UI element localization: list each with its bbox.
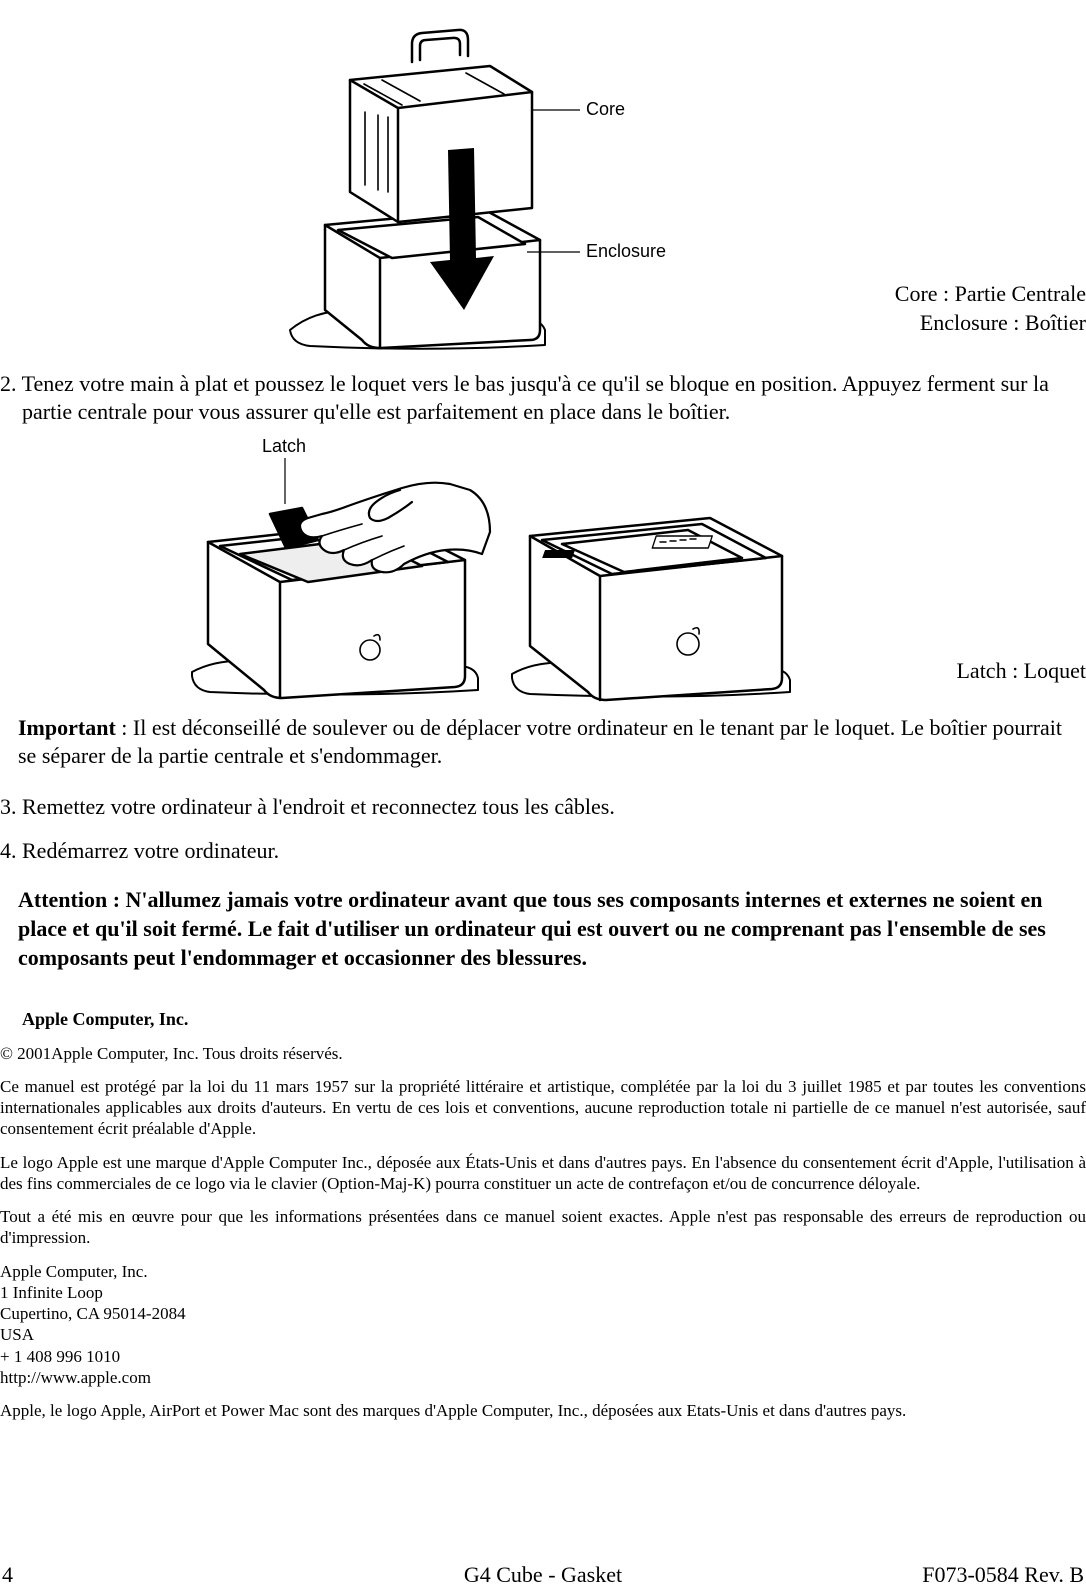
legal-copyright: © 2001Apple Computer, Inc. Tous droits r…	[0, 1043, 1086, 1064]
figure1-translation-core: Core : Partie Centrale	[895, 280, 1086, 309]
figure1-label-enclosure: Enclosure	[586, 241, 666, 261]
address-line-3: Cupertino, CA 95014-2084	[0, 1303, 1086, 1324]
figure1-translation-enclosure: Enclosure : Boîtier	[895, 309, 1086, 338]
figure-2-container: Latch	[0, 432, 1086, 712]
figure2-translation-latch: Latch : Loquet	[956, 658, 1086, 684]
figure-1-illustration: Core Enclosure	[280, 0, 680, 360]
step-3-number: 3.	[0, 794, 17, 819]
step-3-text: Remettez votre ordinateur à l'endroit et…	[22, 794, 615, 819]
address-line-6: http://www.apple.com	[0, 1367, 1086, 1388]
figure-1-container: Core Enclosure Core : Partie Centrale En…	[0, 0, 1086, 360]
legal-p4: Apple, le logo Apple, AirPort et Power M…	[0, 1400, 1086, 1421]
address-line-4: USA	[0, 1324, 1086, 1345]
step-2-number: 2.	[0, 371, 17, 396]
page-footer: 4 G4 Cube - Gasket F073-0584 Rev. B	[0, 1562, 1086, 1588]
address-line-5: + 1 408 996 1010	[0, 1346, 1086, 1367]
footer-title: G4 Cube - Gasket	[0, 1562, 1086, 1588]
important-text: : Il est déconseillé de soulever ou de d…	[18, 715, 1062, 768]
legal-company-heading: Apple Computer, Inc.	[0, 1008, 1086, 1031]
step-4-number: 4.	[0, 838, 17, 863]
legal-p3: Tout a été mis en œuvre pour que les inf…	[0, 1206, 1086, 1249]
figure-2-illustration: Latch	[190, 432, 810, 707]
figure1-label-core: Core	[586, 99, 625, 119]
step-4-text: Redémarrez votre ordinateur.	[22, 838, 279, 863]
attention-warning: Attention : N'allumez jamais votre ordin…	[0, 885, 1086, 972]
address-line-2: 1 Infinite Loop	[0, 1282, 1086, 1303]
legal-address: Apple Computer, Inc. 1 Infinite Loop Cup…	[0, 1261, 1086, 1389]
important-note: Important : Il est déconseillé de soulev…	[0, 714, 1086, 770]
legal-p1: Ce manuel est protégé par la loi du 11 m…	[0, 1076, 1086, 1140]
step-3: 3. Remettez votre ordinateur à l'endroit…	[0, 793, 1086, 821]
legal-p2: Le logo Apple est une marque d'Apple Com…	[0, 1152, 1086, 1195]
address-line-1: Apple Computer, Inc.	[0, 1261, 1086, 1282]
step-4: 4. Redémarrez votre ordinateur.	[0, 837, 1086, 865]
important-label: Important	[18, 715, 116, 740]
figure2-label-latch: Latch	[262, 436, 306, 456]
figure1-translation-block: Core : Partie Centrale Enclosure : Boîti…	[895, 280, 1086, 337]
step-2-text: Tenez votre main à plat et poussez le lo…	[22, 371, 1049, 424]
document-page: Core Enclosure Core : Partie Centrale En…	[0, 0, 1086, 1594]
legal-section: Apple Computer, Inc. © 2001Apple Compute…	[0, 1008, 1086, 1421]
step-2: 2. Tenez votre main à plat et poussez le…	[0, 370, 1086, 426]
